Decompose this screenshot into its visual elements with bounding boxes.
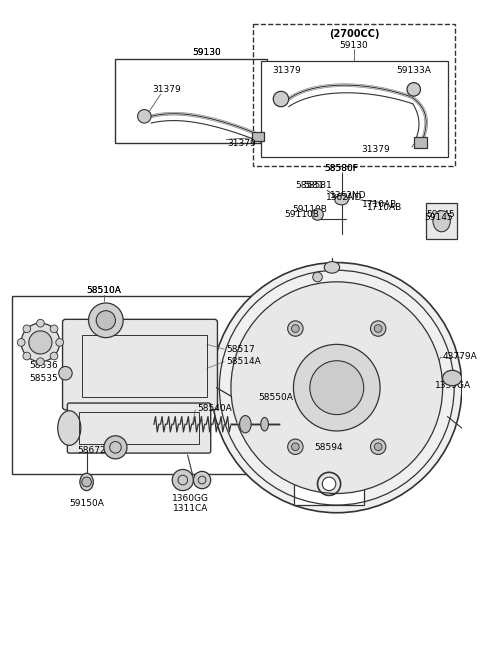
Bar [426,203,457,239]
Text: (2700CC): (2700CC) [329,29,379,39]
Text: 59130: 59130 [192,49,221,57]
Circle shape [288,321,303,337]
Circle shape [310,361,364,415]
Circle shape [56,338,63,346]
Circle shape [312,209,324,220]
Circle shape [36,358,44,365]
Ellipse shape [433,211,450,232]
Bar [116,58,267,143]
Text: 1311CA: 1311CA [173,504,208,514]
Circle shape [50,325,58,333]
Text: 59130: 59130 [192,49,221,57]
Text: 58535: 58535 [29,373,58,382]
Text: 58580F: 58580F [324,164,359,173]
Ellipse shape [324,262,340,273]
Circle shape [96,311,116,330]
Ellipse shape [443,371,462,386]
Text: 1362ND: 1362ND [330,191,367,199]
Text: 59145: 59145 [426,210,455,219]
Circle shape [374,325,382,333]
Circle shape [407,83,420,96]
Text: 58550A: 58550A [258,393,293,401]
Text: 59130: 59130 [340,41,369,50]
Ellipse shape [240,415,251,433]
Ellipse shape [323,477,336,491]
Text: 1339GA: 1339GA [435,381,471,390]
Bar [414,138,427,148]
Text: 58514A: 58514A [226,357,261,366]
Bar [252,132,264,141]
FancyBboxPatch shape [67,403,211,453]
Text: 1362ND: 1362ND [326,193,363,201]
Text: 31379: 31379 [152,85,181,94]
Text: 58517: 58517 [226,344,255,354]
Circle shape [82,477,91,487]
Text: 1360GG: 1360GG [172,494,209,502]
Circle shape [138,110,151,123]
Text: 58672: 58672 [77,445,106,455]
Text: 58510A: 58510A [86,286,121,295]
Circle shape [36,319,44,327]
Circle shape [288,439,303,455]
Circle shape [172,470,193,491]
Ellipse shape [261,417,268,431]
Text: 1710AB: 1710AB [362,200,398,209]
Bar [294,455,364,505]
Text: 59145: 59145 [424,213,453,222]
Text: 59133A: 59133A [396,66,431,75]
Text: 58581: 58581 [303,181,332,190]
Circle shape [371,321,386,337]
Text: 58540A: 58540A [197,404,232,413]
Bar [261,60,448,157]
Text: 59150A: 59150A [69,499,104,508]
Text: 58581: 58581 [296,181,324,190]
Circle shape [29,331,52,354]
Circle shape [23,352,31,360]
Circle shape [21,323,60,361]
Circle shape [23,325,31,333]
Circle shape [231,282,443,493]
Text: 1710AB: 1710AB [367,203,403,213]
Ellipse shape [58,411,81,445]
Circle shape [50,352,58,360]
Text: 31379: 31379 [227,139,256,148]
Circle shape [88,303,123,338]
Bar [12,297,283,474]
FancyBboxPatch shape [62,319,217,410]
Bar [79,412,199,444]
Ellipse shape [80,473,93,491]
Circle shape [374,443,382,451]
Text: 58536: 58536 [29,361,58,370]
Bar [82,335,207,398]
Text: 58580F: 58580F [324,164,359,173]
Text: 58510A: 58510A [86,286,121,295]
Circle shape [371,439,386,455]
Circle shape [312,272,323,282]
Circle shape [17,338,25,346]
Circle shape [291,443,299,451]
Circle shape [291,325,299,333]
Circle shape [104,436,127,459]
Circle shape [463,434,470,441]
Ellipse shape [335,195,348,205]
Text: 31379: 31379 [361,146,390,155]
Text: 59110B: 59110B [292,205,327,214]
Text: 31379: 31379 [272,66,301,75]
Bar [253,24,455,167]
Text: 43779A: 43779A [443,352,477,361]
Circle shape [59,367,72,380]
Text: 58594: 58594 [315,443,343,452]
Circle shape [193,472,211,489]
Circle shape [212,262,462,513]
Circle shape [273,91,288,107]
Circle shape [293,344,380,431]
Text: 59110B: 59110B [285,210,320,219]
